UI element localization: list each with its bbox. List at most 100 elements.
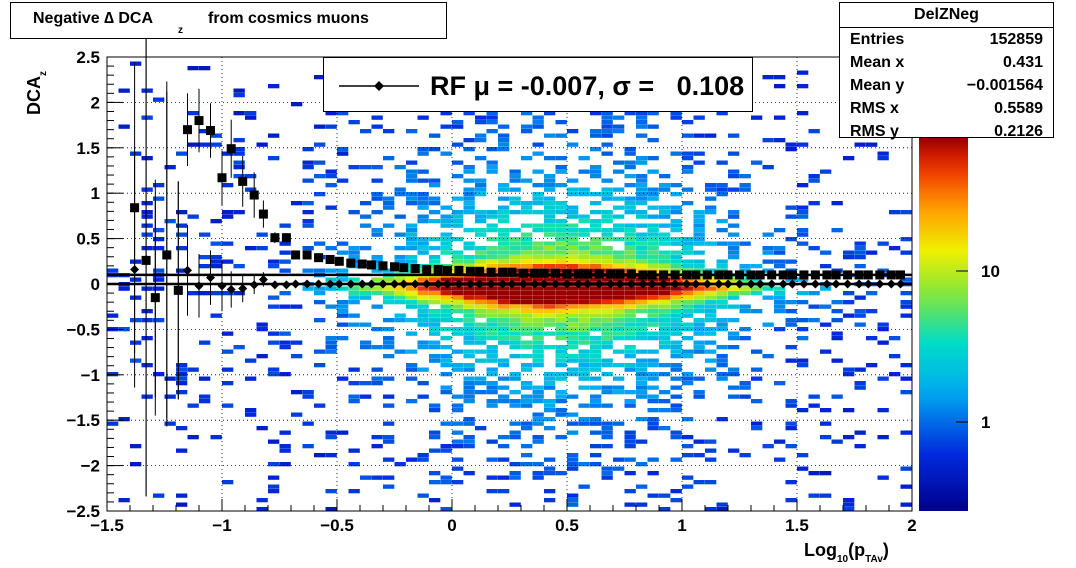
heatmap-cell: [417, 192, 429, 197]
heatmap-cell: [567, 246, 579, 251]
heatmap-cell: [360, 394, 372, 399]
heatmap-cell: [843, 498, 855, 503]
heatmap-cell: [843, 435, 855, 440]
heatmap-cell: [337, 147, 349, 152]
heatmap-cell: [820, 421, 832, 426]
heatmap-cell: [693, 259, 705, 264]
heatmap-cell: [417, 250, 429, 255]
heatmap-cell: [647, 237, 659, 242]
heatmap-cell: [440, 448, 452, 453]
heatmap-cell: [325, 183, 337, 188]
heatmap-cell: [463, 192, 475, 197]
heatmap-cell: [567, 205, 579, 210]
data-point-square: [615, 269, 625, 279]
heatmap-cell: [624, 250, 636, 255]
heatmap-cell: [613, 349, 625, 354]
heatmap-cell: [406, 255, 418, 260]
heatmap-cell: [578, 462, 590, 467]
heatmap-cell: [601, 259, 613, 264]
data-point-diamond: [702, 279, 712, 289]
heatmap-cell: [452, 318, 464, 323]
heatmap-cell: [509, 313, 521, 318]
data-point-square: [518, 268, 528, 278]
heatmap-cell: [567, 241, 579, 246]
heatmap-cell: [705, 187, 717, 192]
heatmap-cell: [509, 318, 521, 323]
heatmap-cell: [682, 354, 694, 359]
heatmap-cell: [647, 493, 659, 498]
heatmap-cell: [808, 471, 820, 476]
data-point-diamond: [875, 279, 885, 289]
heatmap-cell: [463, 165, 475, 170]
heatmap-cell: [544, 309, 556, 314]
heatmap-cell: [486, 385, 498, 390]
heatmap-cell: [728, 174, 740, 179]
heatmap-cell: [475, 192, 487, 197]
heatmap-cell: [521, 223, 533, 228]
heatmap-cell: [544, 277, 556, 282]
heatmap-cell: [544, 498, 556, 503]
heatmap-cell: [452, 174, 464, 179]
data-point-square: [896, 270, 905, 280]
heatmap-cell: [463, 147, 475, 152]
heatmap-cell: [785, 277, 797, 282]
heatmap-cell: [429, 318, 441, 323]
heatmap-cell: [371, 178, 383, 183]
heatmap-cell: [406, 367, 418, 372]
heatmap-cell: [647, 259, 659, 264]
heatmap-cell: [647, 408, 659, 413]
heatmap-cell: [590, 295, 602, 300]
heatmap-cell: [532, 151, 544, 156]
heatmap-cell: [624, 210, 636, 215]
heatmap-cell: [256, 322, 268, 327]
heatmap-cell: [900, 237, 912, 242]
heatmap-cell: [705, 277, 717, 282]
heatmap-cell: [475, 246, 487, 251]
heatmap-cell: [417, 309, 429, 314]
heatmap-cell: [417, 214, 429, 219]
y-axis-label-sub: z: [38, 71, 49, 76]
heatmap-cell: [578, 286, 590, 291]
data-point-square: [530, 268, 540, 278]
data-point-diamond: [539, 279, 549, 289]
heatmap-cell: [578, 169, 590, 174]
heatmap-cell: [256, 354, 268, 359]
heatmap-cell: [670, 327, 682, 332]
heatmap-cell: [233, 165, 245, 170]
heatmap-cell: [383, 394, 395, 399]
heatmap-cell: [394, 165, 406, 170]
heatmap-cell: [498, 295, 510, 300]
heatmap-cell: [567, 354, 579, 359]
heatmap-cell: [486, 367, 498, 372]
heatmap-cell: [452, 480, 464, 485]
heatmap-cell: [693, 349, 705, 354]
heatmap-cell: [429, 480, 441, 485]
heatmap-cell: [831, 300, 843, 305]
heatmap-cell: [521, 300, 533, 305]
heatmap-cell: [751, 264, 763, 269]
data-point-diamond: [217, 281, 227, 291]
heatmap-cell: [509, 304, 521, 309]
heatmap-cell: [187, 367, 199, 372]
heatmap-cell: [578, 300, 590, 305]
heatmap-cell: [544, 228, 556, 233]
heatmap-cell: [475, 133, 487, 138]
heatmap-cell: [636, 349, 648, 354]
heatmap-cell: [360, 381, 372, 386]
data-point-square: [258, 209, 268, 219]
heatmap-cell: [141, 156, 153, 161]
heatmap-cell: [693, 151, 705, 156]
heatmap-cell: [705, 304, 717, 309]
heatmap-cell: [429, 201, 441, 206]
data-point-diamond: [854, 279, 864, 289]
heatmap-cell: [463, 210, 475, 215]
heatmap-cell: [670, 322, 682, 327]
heatmap-cell: [624, 300, 636, 305]
heatmap-cell: [233, 210, 245, 215]
heatmap-cell: [670, 376, 682, 381]
heatmap-cell: [705, 286, 717, 291]
heatmap-cell: [360, 214, 372, 219]
heatmap-cell: [567, 322, 579, 327]
heatmap-cell: [486, 160, 498, 165]
heatmap-cell: [360, 286, 372, 291]
